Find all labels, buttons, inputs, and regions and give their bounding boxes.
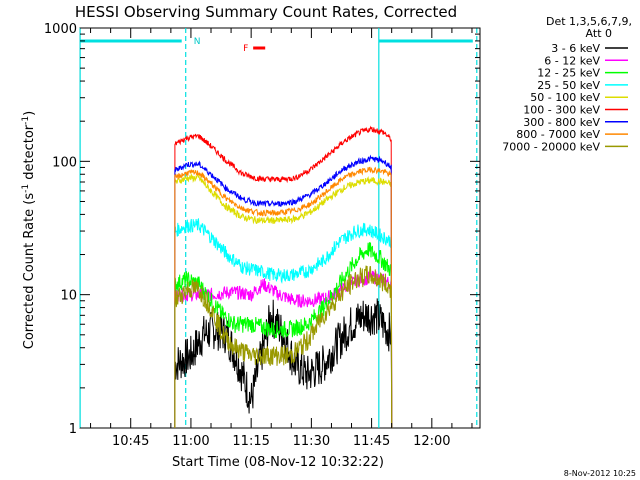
legend-header-line2: Att 0 [586,27,612,40]
legend-entry-label: 300 - 800 keV [523,116,600,129]
series-line [174,242,393,429]
series-line [174,265,393,429]
flare-label: F [243,44,248,54]
x-tick-label: 11:00 [172,434,209,449]
legend-header-line1: Det 1,3,5,6,7,9, [546,15,632,28]
y-axis-label-end: ) [22,111,37,116]
y-axis-label-sup1: -1 [21,184,31,193]
y-axis-label-mid: detector [22,124,37,184]
legend-entry-label: 3 - 6 keV [551,42,600,55]
plot-area: N F [79,27,481,429]
y-axis-label-main: Corrected Count Rate (s [22,193,37,350]
y-tick-label: 1000 [44,22,77,37]
legend-entry-label: 800 - 7000 keV [516,128,600,141]
series-line [174,166,393,429]
legend-entry-label: 100 - 300 keV [523,104,600,117]
y-axis-ticks: 1 10 100 1000 [44,22,480,437]
y-axis-label: Corrected Count Rate (s-1 detector-1) [21,111,37,349]
series-lines [174,125,393,429]
series-line [174,217,393,429]
y-tick-label: 100 [52,155,77,170]
series-line [174,172,393,429]
x-tick-label: 10:45 [112,434,149,449]
legend-entry-label: 25 - 50 keV [537,79,600,92]
y-tick-label: 10 [60,289,77,304]
x-tick-label: 11:30 [293,434,330,449]
y-tick-label: 1 [69,422,77,437]
legend-entry-label: 12 - 25 keV [537,67,600,80]
saa-markers: N [79,28,478,428]
night-label: N [194,37,201,47]
legend-entry-label: 50 - 100 keV [530,91,600,104]
chart-title: HESSI Observing Summary Count Rates, Cor… [75,3,457,21]
legend-entry-label: 7000 - 20000 keV [502,140,600,153]
x-axis-label: Start Time (08-Nov-12 10:32:22) [172,455,384,470]
series-line [174,154,393,429]
timestamp: 8-Nov-2012 10:25 [564,469,636,478]
x-tick-label: 11:15 [232,434,269,449]
x-tick-label: 12:00 [413,434,450,449]
legend-entry-label: 6 - 12 keV [544,54,600,67]
y-axis-label-sup2: -1 [21,116,31,125]
x-tick-label: 11:45 [353,434,390,449]
series-line [174,125,393,429]
flare-markers: F [243,44,266,54]
plot-frame [79,27,481,429]
x-axis-ticks: 10:45 11:00 11:15 11:30 11:45 12:00 [90,28,473,449]
